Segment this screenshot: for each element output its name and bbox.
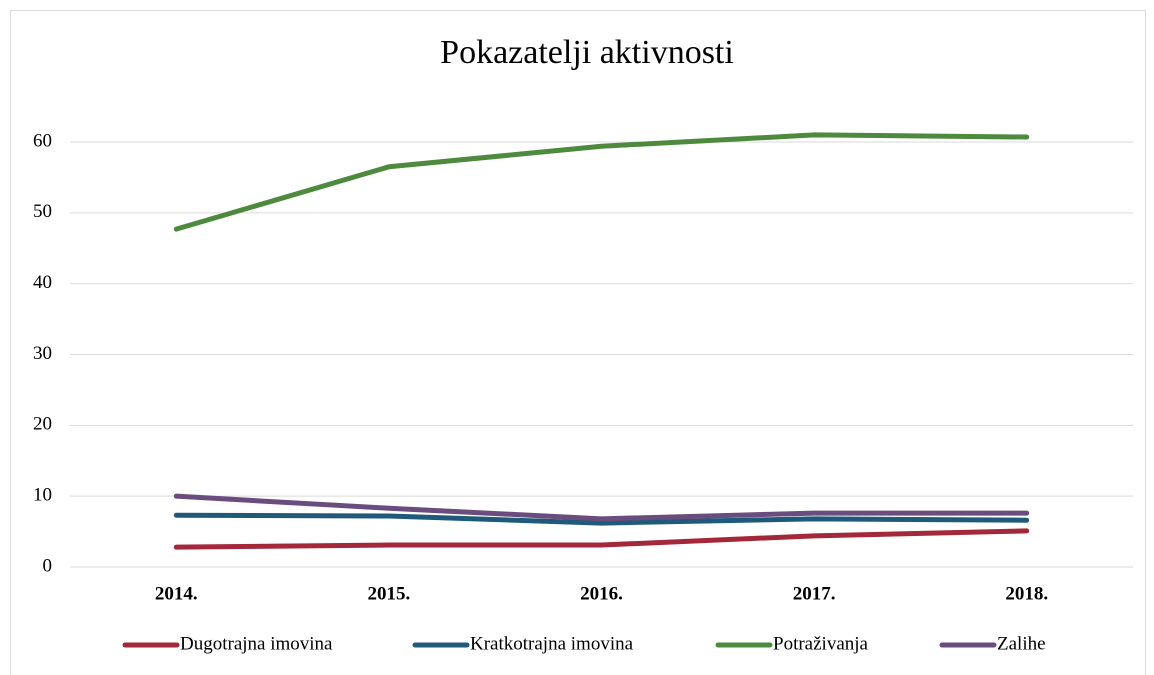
legend-label: Dugotrajna imovina — [180, 633, 333, 654]
y-tick-label: 50 — [33, 201, 52, 222]
y-tick-label: 60 — [33, 130, 52, 151]
x-tick-label: 2018. — [1005, 583, 1048, 604]
chart-frame — [10, 10, 1146, 675]
x-tick-label: 2016. — [580, 583, 623, 604]
series-line — [173, 132, 1030, 232]
x-tick-label: 2014. — [155, 583, 198, 604]
x-tick-label: 2017. — [793, 583, 836, 604]
legend-label: Zalihe — [997, 633, 1046, 654]
chart-title: Pokazatelji aktivnosti — [440, 34, 734, 71]
x-tick-label: 2015. — [368, 583, 411, 604]
y-tick-label: 20 — [33, 414, 52, 435]
y-tick-label: 30 — [33, 343, 52, 364]
series-line — [173, 528, 1030, 550]
legend-label: Kratkotrajna imovina — [470, 633, 634, 654]
series-line — [173, 512, 1030, 526]
y-tick-label: 10 — [33, 485, 52, 506]
series-line — [173, 493, 1030, 522]
legend-label: Potraživanja — [773, 633, 869, 654]
y-tick-label: 0 — [43, 555, 53, 576]
y-tick-label: 40 — [33, 272, 52, 293]
